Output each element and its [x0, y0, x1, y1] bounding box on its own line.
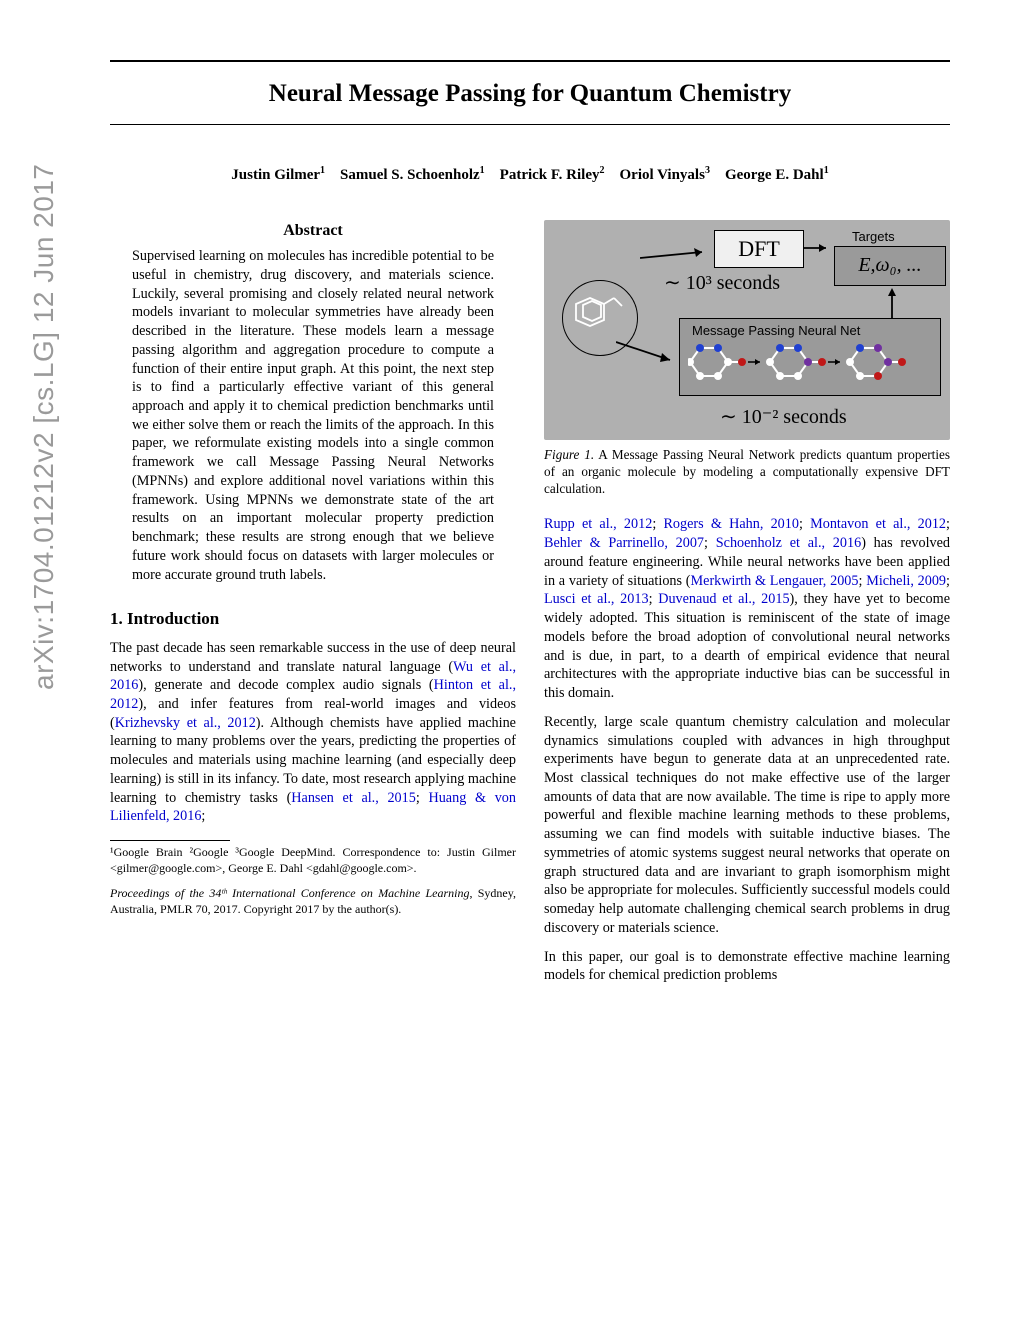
author-1: Justin Gilmer1 [231, 167, 325, 183]
dft-box: DFT [714, 230, 804, 268]
input-molecule-icon [570, 286, 630, 346]
right-column: DFT Targets E,ω₀, ... ∼ 10³ seconds [544, 220, 950, 995]
cite-merkwirth-2005[interactable]: Merkwirth & Lengauer, 2005 [691, 573, 859, 589]
cite-rupp-2012[interactable]: Rupp et al., 2012 [544, 516, 652, 532]
arrow-dft-to-targets [804, 240, 836, 256]
cite-lusci-2013[interactable]: Lusci et al., 2013 [544, 591, 649, 607]
cite-schoenholz-2016[interactable]: Schoenholz et al., 2016 [716, 535, 861, 551]
intro-para-1: The past decade has seen remarkable succ… [110, 639, 516, 826]
figure-1: DFT Targets E,ω₀, ... ∼ 10³ seconds [544, 220, 950, 497]
col2-para-2: Recently, large scale quantum chemistry … [544, 713, 950, 938]
cite-montavon-2012[interactable]: Montavon et al., 2012 [810, 516, 946, 532]
mpnn-graph-sequence [688, 340, 936, 390]
cite-behler-2007[interactable]: Behler & Parrinello, 2007 [544, 535, 704, 551]
author-2: Samuel S. Schoenholz1 [340, 167, 485, 183]
two-column-layout: Abstract Supervised learning on molecule… [110, 220, 950, 995]
section-1-heading: 1. Introduction [110, 608, 516, 630]
mpnn-label: Message Passing Neural Net [692, 322, 860, 339]
arxiv-stamp: arXiv:1704.01212v2 [cs.LG] 12 Jun 2017 [28, 164, 60, 690]
left-column: Abstract Supervised learning on molecule… [110, 220, 516, 995]
author-line: Justin Gilmer1 Samuel S. Schoenholz1 Pat… [110, 165, 950, 184]
figure-1-diagram: DFT Targets E,ω₀, ... ∼ 10³ seconds [544, 220, 950, 440]
cite-duvenaud-2015[interactable]: Duvenaud et al., 2015 [658, 591, 789, 607]
mpnn-time-label: ∼ 10⁻² seconds [720, 404, 847, 430]
targets-box: E,ω₀, ... [834, 246, 946, 286]
cite-krizhevsky-2012[interactable]: Krizhevsky et al., 2012 [115, 715, 256, 731]
arrow-mpnn-to-targets [884, 286, 900, 320]
page: arXiv:1704.01212v2 [cs.LG] 12 Jun 2017 N… [0, 0, 1020, 1320]
author-3: Patrick F. Riley2 [500, 167, 605, 183]
affiliation-footnote: ¹Google Brain ²Google ³Google DeepMind. … [110, 845, 516, 876]
author-5: George E. Dahl1 [725, 167, 829, 183]
col2-para-1: Rupp et al., 2012; Rogers & Hahn, 2010; … [544, 515, 950, 702]
cite-hansen-2015[interactable]: Hansen et al., 2015 [291, 790, 416, 806]
abstract-text: Supervised learning on molecules has inc… [110, 247, 516, 584]
targets-label: Targets [852, 228, 895, 245]
arrow-mol-to-dft [640, 248, 714, 268]
arrow-mol-to-mpnn [616, 340, 682, 370]
abstract-heading: Abstract [110, 220, 516, 241]
proceedings-footnote: Proceedings of the 34ᵗʰ International Co… [110, 886, 516, 917]
author-4: Oriol Vinyals3 [620, 167, 710, 183]
cite-micheli-2009[interactable]: Micheli, 2009 [866, 573, 946, 589]
footnote-rule [110, 840, 230, 841]
title-block: Neural Message Passing for Quantum Chemi… [110, 60, 950, 125]
cite-rogers-2010[interactable]: Rogers & Hahn, 2010 [663, 516, 799, 532]
col2-para-3: In this paper, our goal is to demonstrat… [544, 948, 950, 985]
paper-title: Neural Message Passing for Quantum Chemi… [110, 80, 950, 108]
dft-time-label: ∼ 10³ seconds [664, 270, 780, 296]
figure-1-caption: Figure 1. A Message Passing Neural Netwo… [544, 446, 950, 497]
